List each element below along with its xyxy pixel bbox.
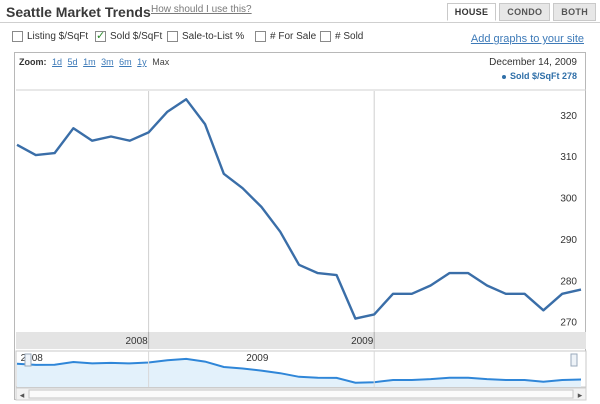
add-graphs-link[interactable]: Add graphs to your site	[470, 33, 584, 45]
scroll-left-icon: ◂	[20, 391, 25, 401]
y-tick-label: 310	[560, 152, 577, 163]
help-link[interactable]: How should I use this?	[151, 4, 252, 15]
sale-to-list-label: Sale-to-List %	[182, 31, 245, 42]
for-sale-label: # For Sale	[270, 31, 317, 42]
zoom-label: Zoom:	[19, 57, 47, 67]
y-tick-label: 280	[560, 276, 577, 287]
zoom-3m[interactable]: 3m	[101, 57, 114, 67]
page-title: Seattle Market Trends	[6, 4, 151, 20]
y-tick-label: 300	[560, 194, 577, 205]
tab-house[interactable]: HOUSE	[446, 3, 497, 21]
series-line-sold-price	[16, 98, 582, 320]
x-axis-band	[16, 332, 586, 349]
tab-condo[interactable]: CONDO	[499, 3, 551, 21]
legend-value: 278	[561, 71, 577, 81]
y-tick-label: 290	[560, 235, 577, 246]
y-tick-label: 270	[560, 318, 577, 329]
sold-count-checkbox[interactable]	[320, 31, 331, 42]
sold-price-checkbox[interactable]	[95, 29, 106, 42]
navigator-handle-right	[570, 353, 578, 367]
zoom-1m[interactable]: 1m	[83, 57, 96, 67]
listing-price-option[interactable]: Listing $/SqFt	[12, 31, 88, 42]
zoom-6m[interactable]: 6m	[119, 57, 132, 67]
listing-price-label: Listing $/SqFt	[27, 31, 89, 42]
price-chart[interactable]: 270 280 290 300 310 320 2008 2009 2008 2009 ◂ ▸	[15, 53, 587, 401]
navigator-line	[16, 357, 582, 384]
sold-count-option[interactable]: # Sold	[320, 31, 363, 42]
listing-price-checkbox[interactable]	[12, 31, 23, 42]
navigator-handle-left	[24, 353, 32, 367]
scroll-right-icon: ▸	[578, 391, 583, 401]
y-tick-label: 320	[560, 111, 577, 122]
legend-series: Sold $/SqFt	[509, 71, 560, 81]
sold-count-label: # Sold	[335, 31, 364, 42]
tab-both[interactable]: BOTH	[553, 3, 596, 21]
navigator-fill	[17, 358, 581, 387]
header: Seattle Market Trends How should I use t…	[0, 0, 600, 22]
zoom-max[interactable]: Max	[152, 57, 170, 67]
x-tick-label: 2008	[125, 336, 148, 347]
property-type-tabs: HOUSE CONDO BOTH	[446, 3, 596, 21]
scrollbar-thumb	[28, 389, 574, 399]
navigator-year-label: 2008	[21, 353, 44, 364]
for-sale-option[interactable]: # For Sale	[255, 31, 316, 42]
zoom-5d[interactable]: 5d	[67, 57, 78, 67]
header-divider	[0, 22, 600, 23]
zoom-controls: Zoom: 1d 5d 1m 3m 6m 1y Max	[19, 57, 169, 67]
chart-frame: 270 280 290 300 310 320 2008 2009 2008 2009 ◂ ▸ Zoo…	[14, 52, 587, 401]
sale-to-list-checkbox[interactable]	[167, 31, 178, 42]
sold-price-option[interactable]: Sold $/SqFt	[95, 29, 163, 42]
chart-legend: Sold $/SqFt 278	[501, 71, 577, 81]
legend-dot-icon	[501, 74, 506, 79]
zoom-1y[interactable]: 1y	[137, 57, 147, 67]
sold-price-label: Sold $/SqFt	[110, 31, 163, 42]
sale-to-list-option[interactable]: Sale-to-List %	[167, 31, 244, 42]
zoom-1d[interactable]: 1d	[52, 57, 63, 67]
metric-options: Listing $/SqFt Sold $/SqFt Sale-to-List …	[0, 29, 600, 47]
for-sale-checkbox[interactable]	[255, 31, 266, 42]
chart-date: December 14, 2009	[489, 57, 577, 68]
x-tick-label: 2009	[351, 336, 374, 347]
navigator-year-label: 2009	[246, 353, 269, 364]
